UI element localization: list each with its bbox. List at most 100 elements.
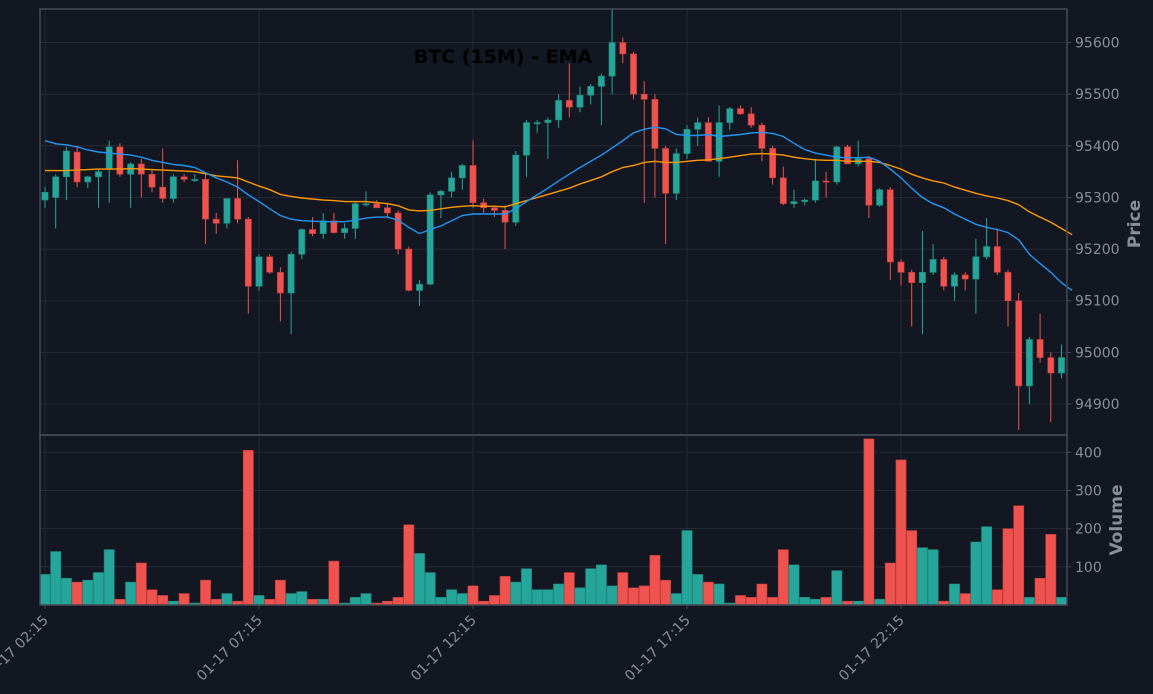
volume-bar bbox=[1024, 597, 1035, 606]
candle-body bbox=[180, 176, 188, 180]
candle bbox=[876, 188, 883, 207]
chart-title: BTC (15M) - EMA bbox=[414, 46, 593, 68]
candle bbox=[41, 187, 49, 208]
candle-body bbox=[148, 173, 156, 188]
price-tick-label: 95300 bbox=[1075, 190, 1120, 206]
volume-bar bbox=[114, 598, 126, 606]
candle-body bbox=[544, 119, 552, 123]
candle-body bbox=[319, 220, 327, 234]
candle bbox=[790, 189, 798, 208]
candle bbox=[202, 174, 209, 244]
volume-bar bbox=[585, 568, 597, 606]
candle bbox=[737, 105, 744, 115]
volume-bar bbox=[906, 530, 918, 606]
volume-bar bbox=[670, 593, 682, 606]
volume-tick-label: 400 bbox=[1075, 445, 1102, 461]
candle-body bbox=[662, 148, 669, 194]
candle-body bbox=[383, 207, 391, 214]
candle-body bbox=[1004, 272, 1012, 302]
candle-body bbox=[416, 283, 423, 291]
volume-bar bbox=[1045, 534, 1057, 606]
volume-bar bbox=[510, 581, 522, 606]
candle bbox=[437, 189, 445, 219]
candle-body bbox=[159, 186, 167, 199]
volume-bar bbox=[660, 579, 671, 606]
volume-bar bbox=[927, 549, 939, 606]
candle-body bbox=[212, 218, 220, 224]
candle-body bbox=[640, 93, 648, 100]
candle-body bbox=[918, 272, 926, 283]
candle-body bbox=[651, 99, 659, 149]
volume-bar bbox=[628, 587, 639, 606]
candle-body bbox=[266, 256, 274, 273]
candle bbox=[159, 148, 167, 203]
volume-bar bbox=[103, 549, 115, 606]
volume-bar bbox=[895, 459, 907, 606]
candle-body bbox=[672, 153, 680, 194]
candle-body bbox=[170, 176, 177, 199]
volume-bar bbox=[542, 589, 554, 606]
candle bbox=[630, 51, 637, 100]
candle-body bbox=[555, 100, 562, 121]
price-plot-area bbox=[41, 9, 1073, 430]
price-tick-label: 95100 bbox=[1075, 294, 1120, 310]
candle-body bbox=[458, 165, 466, 179]
candle bbox=[180, 174, 188, 182]
volume-bar bbox=[285, 593, 297, 606]
volume-bar bbox=[884, 562, 896, 606]
candle bbox=[672, 148, 680, 201]
volume-bar bbox=[799, 597, 811, 606]
volume-bar bbox=[521, 568, 532, 606]
candle bbox=[95, 169, 102, 208]
candle-body bbox=[833, 146, 841, 183]
candle-body bbox=[747, 113, 755, 126]
candle-body bbox=[41, 192, 49, 201]
candle-body bbox=[52, 176, 60, 198]
candle-body bbox=[1015, 300, 1023, 387]
candle bbox=[276, 267, 284, 322]
price-axis-label: Price bbox=[1125, 200, 1145, 248]
volume-bar bbox=[242, 450, 254, 606]
candle-body bbox=[801, 199, 809, 202]
ema-fast-line bbox=[44, 126, 1073, 291]
candle-body bbox=[62, 150, 70, 178]
candle bbox=[747, 107, 755, 128]
candle bbox=[1026, 336, 1033, 405]
volume-bar bbox=[531, 589, 543, 606]
candle-body bbox=[993, 246, 1001, 273]
candle bbox=[886, 187, 894, 281]
volume-bar bbox=[135, 562, 147, 606]
candle-body bbox=[73, 151, 81, 183]
volume-bar bbox=[414, 553, 425, 606]
candle bbox=[490, 205, 498, 218]
candle bbox=[170, 174, 177, 203]
candle bbox=[266, 254, 274, 274]
candle-body bbox=[576, 94, 584, 108]
candle-body bbox=[105, 146, 113, 170]
candle bbox=[405, 246, 413, 292]
candle-body bbox=[1036, 339, 1044, 358]
volume-bar bbox=[1002, 528, 1014, 606]
candle-body bbox=[469, 165, 477, 203]
candle-body bbox=[1026, 339, 1033, 387]
candle bbox=[640, 81, 648, 203]
candle-body bbox=[84, 176, 92, 183]
candle-body bbox=[630, 53, 637, 95]
candle bbox=[448, 171, 455, 198]
candle bbox=[769, 145, 776, 185]
candle bbox=[544, 117, 552, 159]
volume-bar bbox=[702, 581, 714, 606]
candle bbox=[694, 117, 702, 146]
volume-bar bbox=[82, 579, 94, 606]
candle-body bbox=[972, 256, 980, 280]
volume-bar bbox=[735, 595, 746, 606]
volume-bar bbox=[446, 589, 457, 606]
candle-body bbox=[929, 259, 937, 273]
candle bbox=[1004, 269, 1012, 327]
candle bbox=[469, 140, 477, 208]
volume-bar bbox=[981, 526, 992, 606]
candle bbox=[362, 191, 370, 207]
candle bbox=[779, 166, 787, 206]
candle bbox=[309, 217, 316, 237]
